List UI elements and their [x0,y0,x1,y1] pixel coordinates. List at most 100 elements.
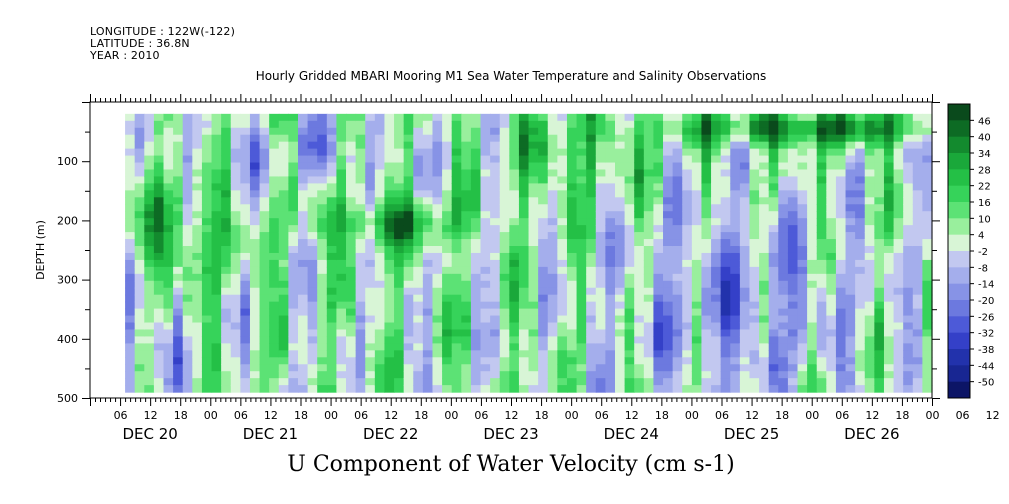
heatmap-cell [720,127,731,136]
heatmap-cell [384,294,395,303]
heatmap-cell [230,148,241,157]
heatmap-cell [288,378,299,386]
heatmap-cell [807,294,818,303]
heatmap-cell [442,280,453,289]
heatmap-cell [461,246,472,254]
heatmap-cell [566,287,578,296]
heatmap-cell [163,343,174,351]
heatmap-cell [307,266,318,275]
heatmap-cell [365,218,376,226]
heatmap-cell [211,232,222,240]
heatmap-cell [230,357,241,365]
heatmap-cell [538,246,549,254]
heatmap-cell [211,287,222,296]
heatmap-cell [547,280,558,289]
heatmap-cell [711,371,722,379]
heatmap-cell [615,378,626,386]
heatmap-cell [547,357,558,365]
heatmap-cell [739,169,751,178]
heatmap-cell [413,162,424,171]
heatmap-cell [346,322,357,331]
heatmap-cell [461,287,472,296]
heatmap-cell [499,259,510,268]
heatmap-cell [711,252,722,261]
heatmap-cell [615,120,626,129]
heatmap-cell [365,385,376,393]
heatmap-cell [422,252,434,261]
heatmap-cell [336,259,347,268]
heatmap-cell [182,364,193,372]
heatmap-cell [730,169,741,178]
heatmap-cell [557,120,568,129]
heatmap-cell [624,211,635,219]
heatmap-cell [903,329,914,338]
heatmap-cell [125,343,136,351]
heatmap-cell [173,148,184,157]
heatmap-cell [586,190,597,198]
heatmap-cell [422,357,434,365]
heatmap-cell [778,246,789,254]
heatmap-cell [643,287,655,296]
heatmap-cell [701,266,712,275]
heatmap-cell [893,134,904,143]
heatmap-cell [701,127,712,136]
heatmap-cell [355,134,366,143]
heatmap-cell [413,371,424,379]
heatmap-cell [855,294,866,303]
heatmap-cell [230,301,241,310]
heatmap-cell [288,266,299,275]
heatmap-cell [221,211,232,219]
heatmap-cell [797,301,808,310]
heatmap-cell [538,350,549,358]
heatmap-cell [278,336,289,344]
heatmap-cell [278,246,289,254]
heatmap-cell [778,204,789,212]
heatmap-cell [336,343,347,351]
heatmap-cell [211,385,222,393]
heatmap-cell [845,113,856,122]
heatmap-cell [845,294,856,303]
heatmap-cell [922,294,933,303]
heatmap-cell [864,211,875,219]
heatmap-cell [346,266,357,275]
heatmap-cell [240,259,251,268]
heatmap-cell [586,246,597,254]
heatmap-cell [374,127,386,136]
heatmap-cell [787,287,799,296]
heatmap-cell [586,287,597,296]
heatmap-cell [663,113,674,122]
heatmap-cell [499,357,510,365]
heatmap-cell [816,287,827,296]
heatmap-cell [701,259,712,268]
heatmap-cell [634,127,645,136]
heatmap-cell [173,301,184,310]
heatmap-cell [845,308,856,317]
heatmap-cell [730,322,741,331]
heatmap-cell [403,378,414,386]
heatmap-cell [768,343,779,351]
heatmap-cell [605,343,616,351]
heatmap-cell [326,266,338,275]
heatmap-cell [538,308,549,317]
heatmap-cell [221,371,232,379]
heatmap-cell [864,329,875,338]
heatmap-cell [518,218,530,226]
heatmap-cell [528,120,539,129]
heatmap-cell [787,155,799,164]
heatmap-cell [144,266,155,275]
heatmap-cell [422,385,434,393]
heatmap-cell [643,127,655,136]
heatmap-cell [278,266,289,275]
heatmap-cell [144,294,155,303]
heatmap-cell [230,329,241,338]
heatmap-cell [653,378,664,386]
heatmap-cell [490,315,501,324]
heatmap-cell [192,239,203,247]
heatmap-cell [153,371,165,379]
heatmap-cell [739,176,751,184]
heatmap-cell [605,155,616,164]
heatmap-cell [893,120,904,129]
x-day-label: DEC 21 [243,425,298,443]
heatmap-cell [394,266,405,275]
